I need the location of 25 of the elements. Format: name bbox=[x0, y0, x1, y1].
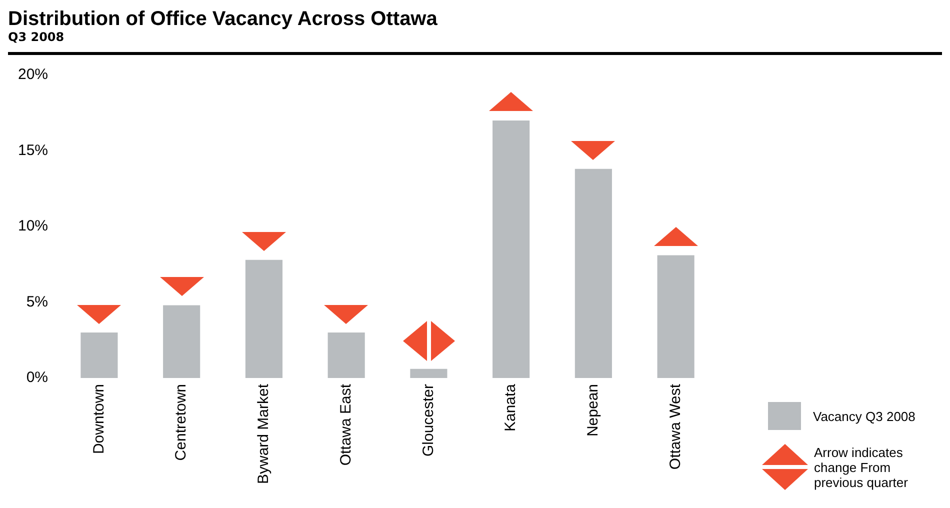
x-tick-label: Gloucester bbox=[420, 384, 437, 457]
bar bbox=[657, 255, 694, 378]
x-tick-label: Kanata bbox=[502, 383, 520, 432]
bar bbox=[80, 332, 118, 378]
text: Arrow indicates change From previous quarter bbox=[814, 444, 909, 490]
x-tick-label: Downtown bbox=[90, 384, 108, 454]
legend-label: Vacancy Q3 2008 bbox=[813, 408, 916, 424]
x-tick-label: Ottawa West bbox=[666, 383, 684, 470]
chart-subtitle: Q3 2008 bbox=[8, 30, 66, 44]
bar bbox=[163, 305, 200, 378]
y-tick-label: 10% bbox=[18, 218, 48, 235]
bar bbox=[410, 368, 448, 378]
bar bbox=[492, 120, 530, 378]
x-tick-label: Ottawa East bbox=[337, 383, 354, 466]
x-tick-label: Nepean bbox=[584, 384, 602, 437]
chart-title: Distribution of Office Vacancy Across Ottawa bbox=[8, 8, 438, 30]
x-tick-label: Byward Market bbox=[255, 383, 272, 484]
y-tick-label: 20% bbox=[18, 66, 48, 84]
bar bbox=[574, 168, 612, 378]
y-tick-label: 0% bbox=[26, 369, 48, 386]
x-tick-label: Centretown bbox=[172, 384, 190, 461]
y-tick-label: 5% bbox=[26, 293, 48, 310]
bar bbox=[328, 332, 365, 378]
y-tick-label: 15% bbox=[18, 142, 48, 159]
bar bbox=[245, 260, 282, 378]
